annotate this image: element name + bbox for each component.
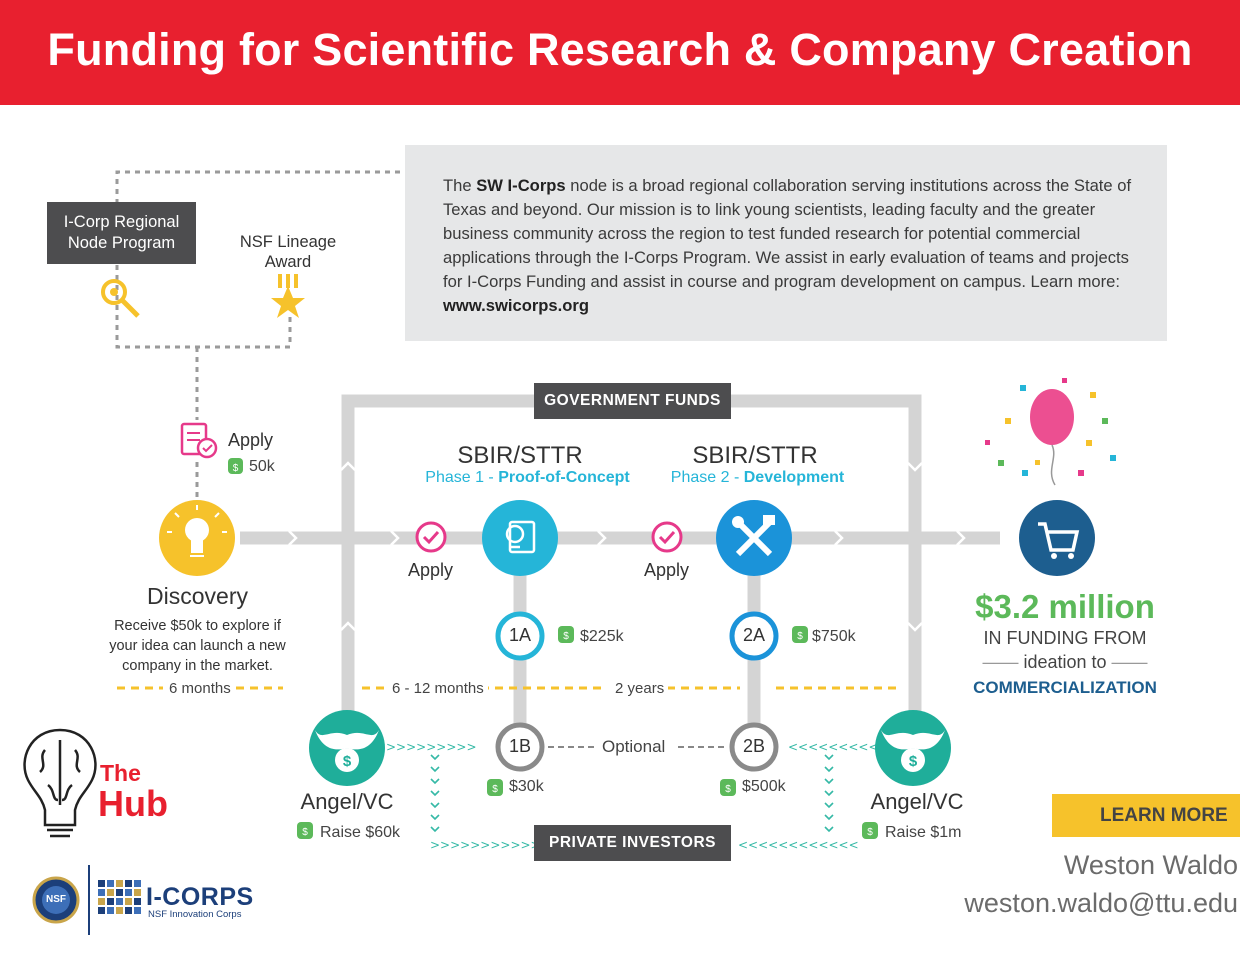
optional-label: Optional <box>602 737 666 756</box>
money-bag-icon-2a: $ <box>792 626 808 643</box>
money-bag-icon-angel-left: $ <box>297 822 313 839</box>
investor-vertical-chevrons <box>430 754 834 833</box>
phase2-subtitle: Phase 2 - Development <box>670 469 845 486</box>
angel-money-icon-left: $ <box>309 710 385 786</box>
hub-logo-hub: Hub <box>98 783 168 824</box>
svg-text:>>>>>>>>>>>>: >>>>>>>>>>>> <box>430 838 551 852</box>
apply-amount-discovery: 50k <box>249 458 275 475</box>
svg-text:$: $ <box>909 753 918 770</box>
node-2b <box>729 722 779 772</box>
angel-vc-left-title: Angel/VC <box>300 789 394 814</box>
balloon-icon <box>1030 389 1074 486</box>
tools-icon <box>716 500 792 576</box>
application-icon <box>180 422 218 459</box>
brain-bulb-logo <box>23 728 97 838</box>
duration-phase1: 6 - 12 months <box>388 680 488 697</box>
svg-text:$: $ <box>797 631 803 642</box>
svg-text:$: $ <box>492 784 498 795</box>
icorps-grid-logo <box>98 880 141 914</box>
nsf-seal-logo <box>32 865 90 935</box>
award-star-icon <box>271 274 305 318</box>
title-banner <box>0 0 1240 105</box>
amount-1a: $225k <box>580 628 624 645</box>
svg-text:$: $ <box>725 784 731 795</box>
money-bag-icon-1b: $ <box>487 779 503 796</box>
node-2a <box>729 611 779 661</box>
money-bag-icon-2b: $ <box>720 779 736 796</box>
svg-text:$: $ <box>233 463 239 474</box>
angel-money-icon-right: $ <box>875 710 951 786</box>
apply-check-icon-phase2 <box>651 521 683 553</box>
lineage-award-label: NSF Lineage Award <box>239 233 337 271</box>
contact-name: Weston Waldo <box>1063 850 1238 880</box>
amount-2a: $750k <box>812 628 856 645</box>
icorps-wordmark: I-CORPS <box>146 883 254 911</box>
confetti-icon <box>985 378 1116 476</box>
node-1b-label: 1B <box>508 736 532 756</box>
node-2b-label: 2B <box>742 736 766 756</box>
research-doc-icon <box>482 500 558 576</box>
nsf-seal-text: NSF <box>46 894 66 905</box>
phase2-title: SBIR/STTR <box>692 442 818 469</box>
angel-vc-left-raise: Raise $60k <box>320 824 401 841</box>
duration-discovery: 6 months <box>165 680 235 697</box>
contact-email[interactable]: weston.waldo@ttu.edu <box>964 888 1238 918</box>
track-arrows <box>288 461 966 632</box>
svg-text:$: $ <box>302 827 308 838</box>
apply-label-phase2: Apply <box>644 560 690 580</box>
amount-2b: $500k <box>742 778 786 795</box>
hub-logo-the: The <box>100 760 141 786</box>
funding-line2: —— ideation to —— <box>982 652 1148 672</box>
node-program-box: I-Corp Regional Node Program <box>47 202 196 264</box>
apply-label-discovery: Apply <box>228 430 274 450</box>
page-title: Funding for Scientific Research & Compan… <box>47 24 1193 75</box>
discovery-description: Receive $50k to explore if your idea can… <box>109 618 286 674</box>
angel-vc-right-raise: Raise $1m <box>885 824 962 841</box>
phase1-title: SBIR/STTR <box>457 442 583 469</box>
lightbulb-icon <box>159 500 235 576</box>
node-program-line2: Node Program <box>67 234 176 252</box>
investor-chevrons: >>>>>>>>> >>>>>>>>>>>> <<<<<<<<< <<<<<<<… <box>386 740 879 852</box>
angel-vc-right-title: Angel/VC <box>870 789 964 814</box>
svg-text:$: $ <box>867 827 873 838</box>
website-link[interactable]: www.swicorps.org <box>443 296 589 315</box>
svg-text:>>>>>>>>>: >>>>>>>>> <box>386 740 477 754</box>
node-2a-label: 2A <box>742 625 766 645</box>
private-investors-label: PRIVATE INVESTORS <box>534 825 731 861</box>
money-bag-icon-angel-right: $ <box>862 822 878 839</box>
phase1-subtitle: Phase 1 - Proof-of-Concept <box>425 469 630 486</box>
search-icon <box>101 279 140 318</box>
node-name: SW I-Corps <box>476 176 566 195</box>
shopping-cart-icon <box>1019 500 1095 576</box>
intro-text: The SW I-Corps node is a broad regional … <box>443 176 1132 315</box>
icorps-tagline: NSF Innovation Corps <box>148 909 242 920</box>
svg-text:$: $ <box>563 631 569 642</box>
node-1b <box>495 722 545 772</box>
node-1a-label: 1A <box>508 625 532 645</box>
svg-text:<<<<<<<<<: <<<<<<<<< <box>788 740 879 754</box>
duration-phase2: 2 years <box>611 680 669 697</box>
funding-line3: COMMERCIALIZATION <box>973 678 1157 697</box>
svg-text:$: $ <box>343 753 352 770</box>
apply-check-icon-phase1 <box>415 521 447 553</box>
funding-total: $3.2 million <box>975 588 1155 625</box>
intro-box <box>405 145 1167 341</box>
svg-text:<<<<<<<<<<<<: <<<<<<<<<<<< <box>738 838 859 852</box>
node-1a <box>495 611 545 661</box>
money-bag-icon-1a: $ <box>558 626 574 643</box>
node-connector <box>115 170 400 498</box>
government-funds-label: GOVERNMENT FUNDS <box>534 383 731 419</box>
apply-label-phase1: Apply <box>408 560 454 580</box>
learn-more-label[interactable]: LEARN MORE <box>1100 805 1228 826</box>
funding-line1: IN FUNDING FROM <box>983 628 1147 648</box>
money-bag-icon: $ <box>228 458 243 474</box>
amount-1b: $30k <box>509 778 544 795</box>
discovery-title: Discovery <box>147 583 248 609</box>
learn-more-button[interactable] <box>1052 794 1240 837</box>
node-program-line1: I-Corp Regional <box>63 213 180 231</box>
